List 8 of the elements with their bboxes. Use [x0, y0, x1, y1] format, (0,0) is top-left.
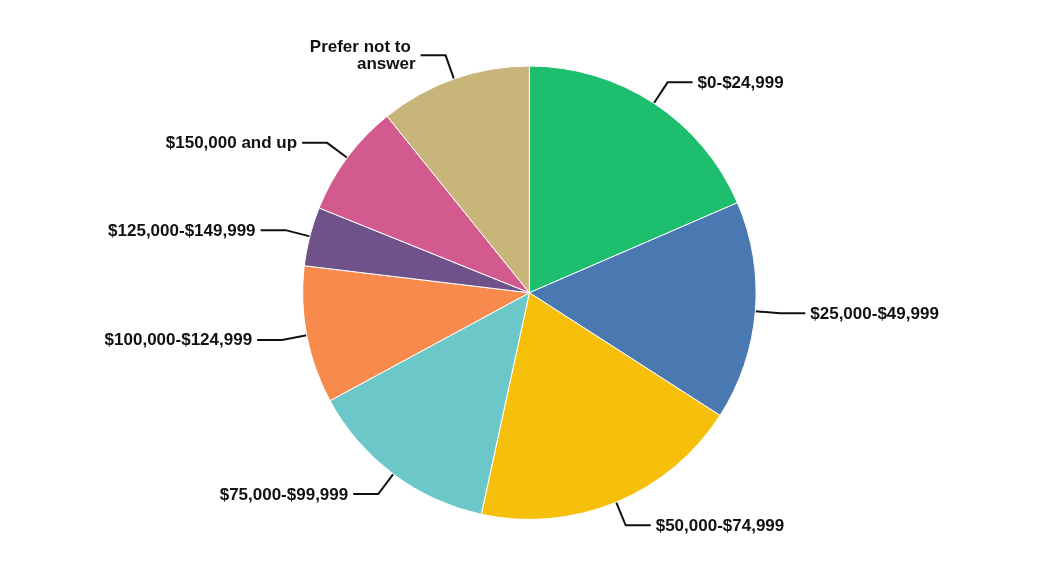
slice-label: $100,000-$124,999: [104, 330, 253, 350]
slice-label: $25,000-$49,999: [810, 303, 939, 323]
slice-label: $50,000-$74,999: [655, 515, 785, 535]
slice-label: $0-$24,999: [697, 72, 784, 92]
slice-label: $75,000-$99,999: [219, 484, 349, 504]
slice-label: Prefer not to answer: [309, 37, 416, 74]
slice-label: $125,000-$149,999: [108, 220, 256, 240]
slice-label: $150,000 and up: [165, 133, 298, 153]
